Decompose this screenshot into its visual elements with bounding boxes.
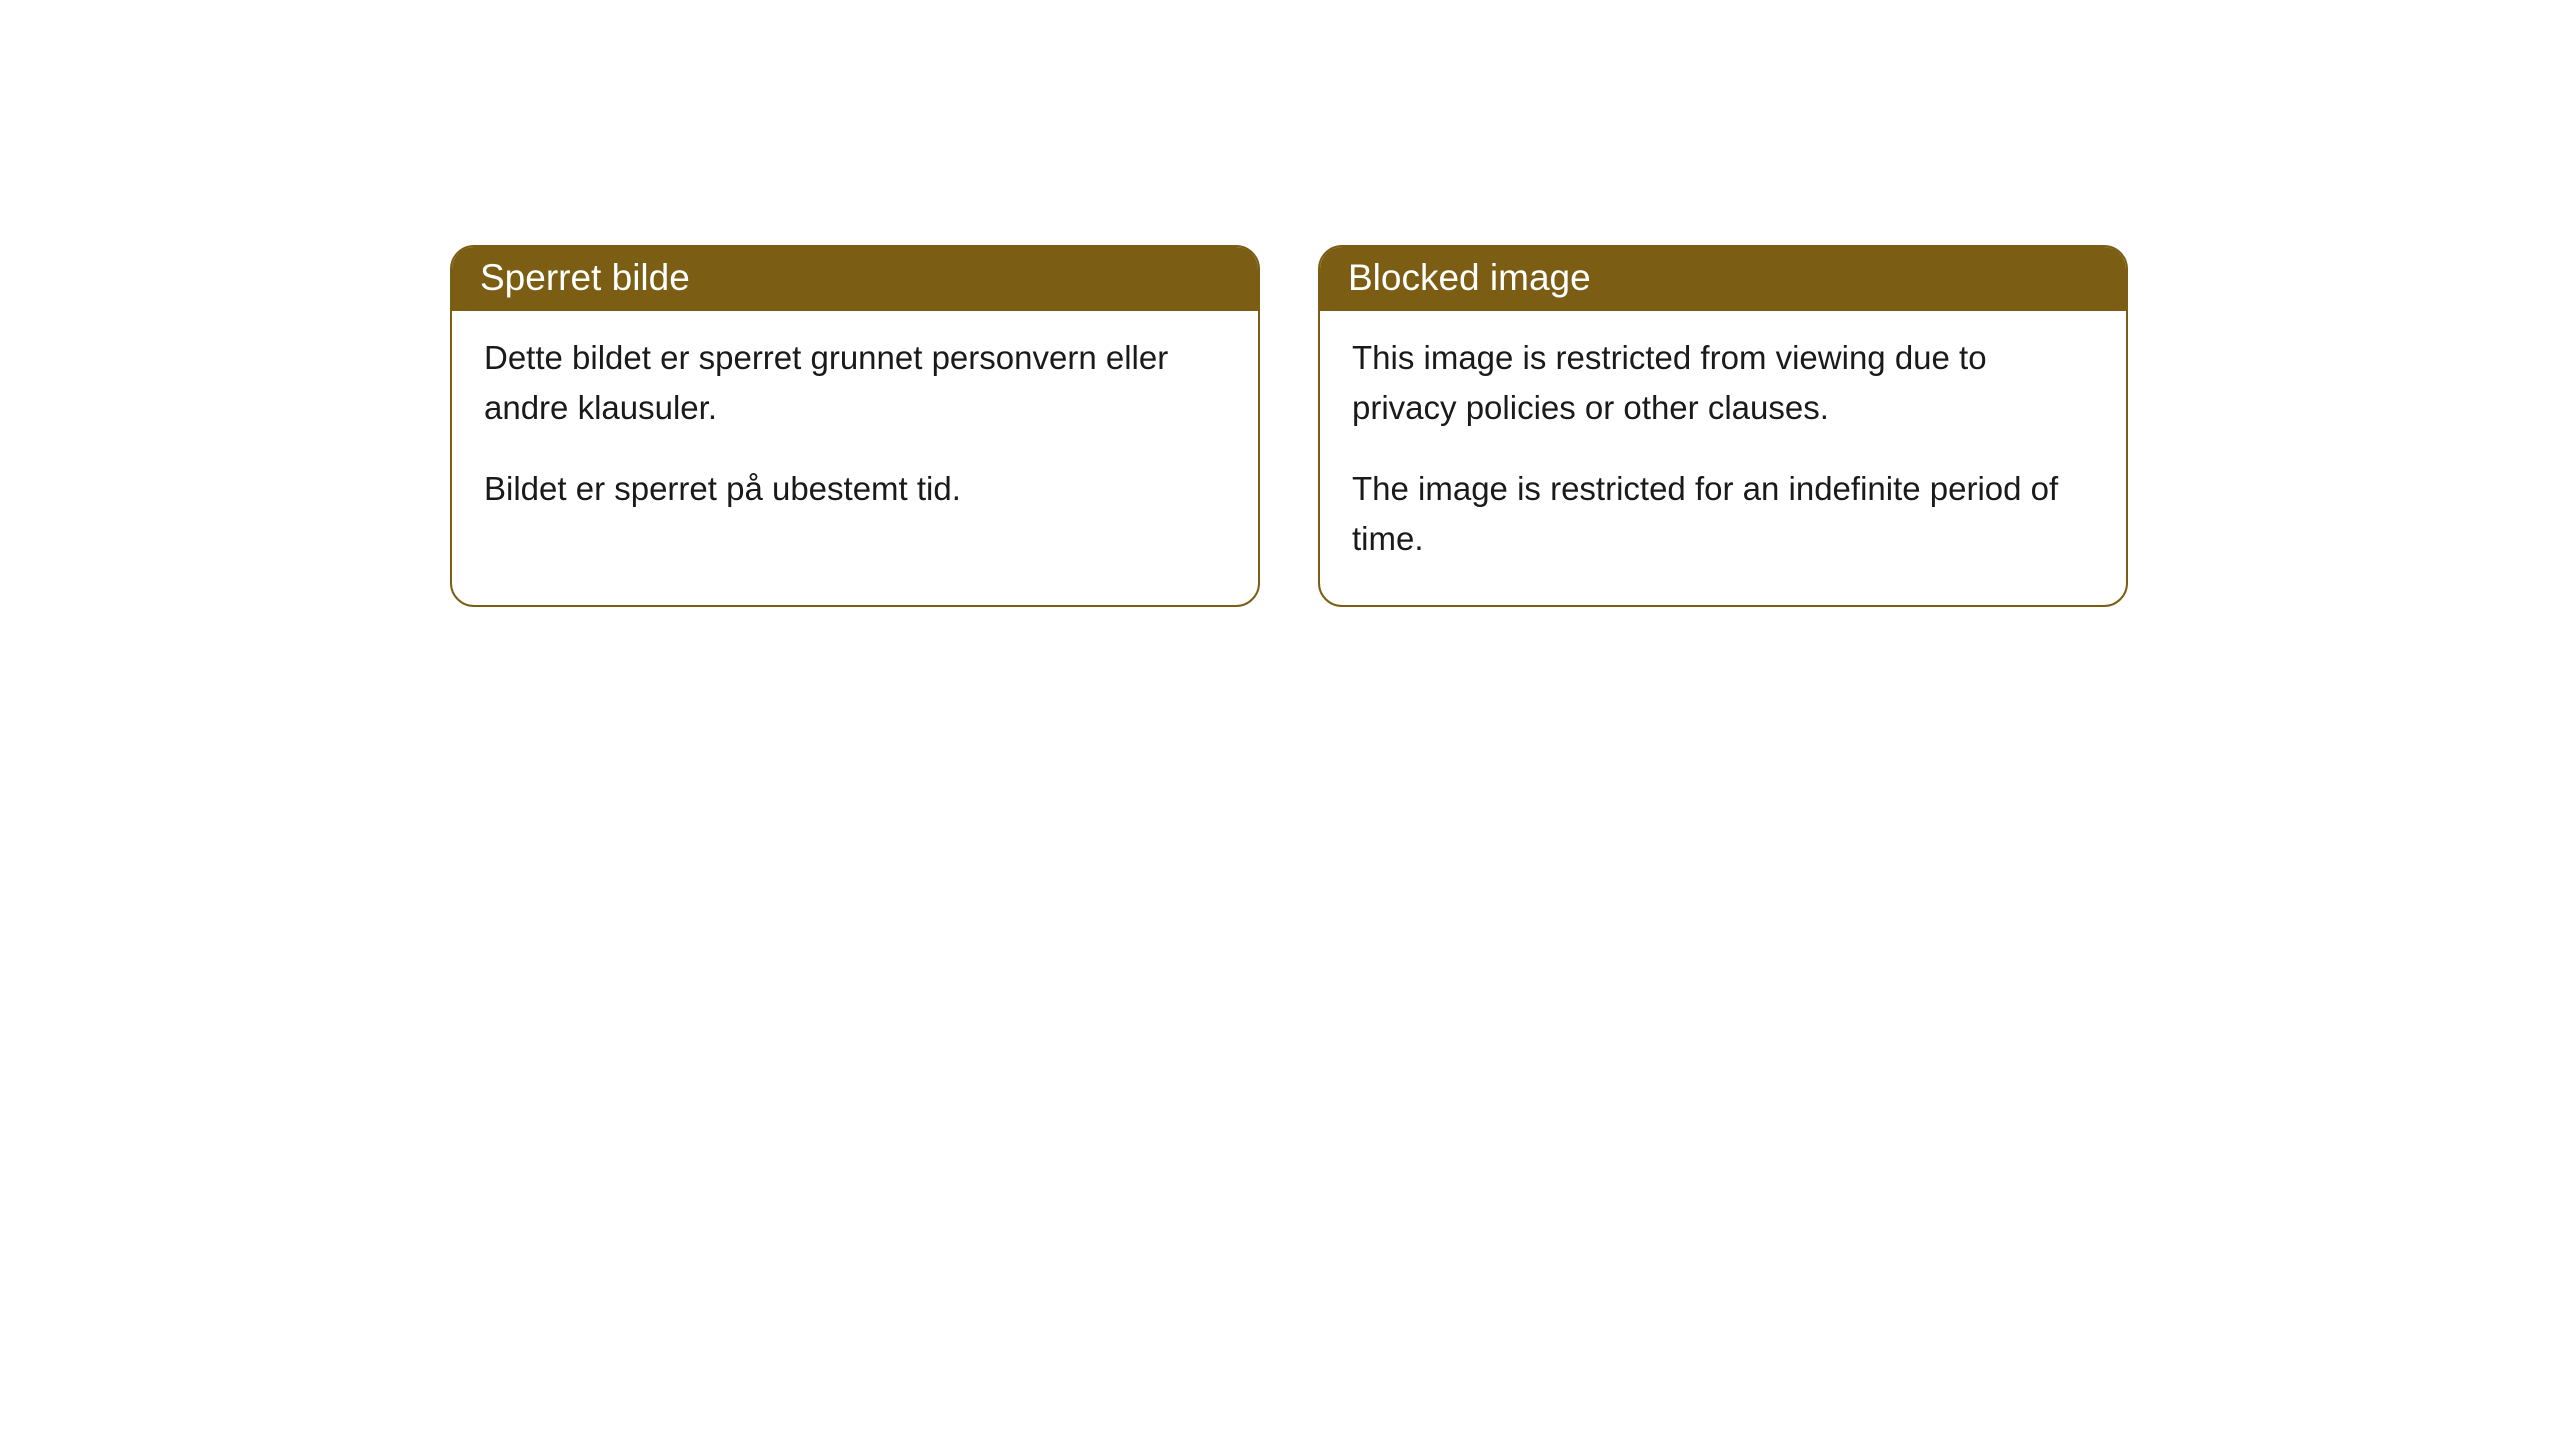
card-paragraph-2: The image is restricted for an indefinit… bbox=[1352, 464, 2094, 563]
blocked-image-card-english: Blocked image This image is restricted f… bbox=[1318, 245, 2128, 607]
blocked-image-card-norwegian: Sperret bilde Dette bildet er sperret gr… bbox=[450, 245, 1260, 607]
card-body-norwegian: Dette bildet er sperret grunnet personve… bbox=[452, 311, 1258, 556]
card-title: Blocked image bbox=[1348, 257, 1591, 298]
card-header-norwegian: Sperret bilde bbox=[452, 247, 1258, 311]
card-header-english: Blocked image bbox=[1320, 247, 2126, 311]
card-body-english: This image is restricted from viewing du… bbox=[1320, 311, 2126, 605]
card-paragraph-2: Bildet er sperret på ubestemt tid. bbox=[484, 464, 1226, 514]
card-paragraph-1: This image is restricted from viewing du… bbox=[1352, 333, 2094, 432]
card-title: Sperret bilde bbox=[480, 257, 690, 298]
blocked-image-notices: Sperret bilde Dette bildet er sperret gr… bbox=[450, 245, 2128, 607]
card-paragraph-1: Dette bildet er sperret grunnet personve… bbox=[484, 333, 1226, 432]
